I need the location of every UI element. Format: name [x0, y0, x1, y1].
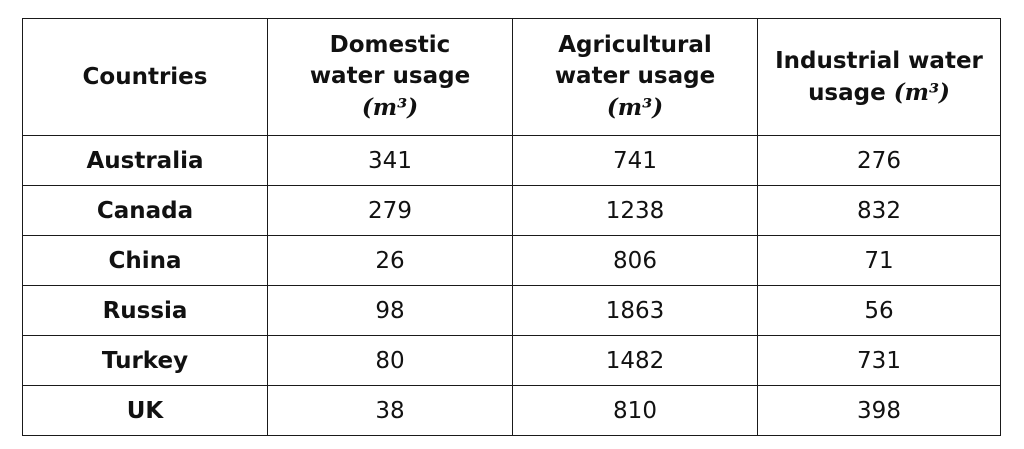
cell-agricultural: 810 — [512, 385, 758, 436]
header-agricultural-unit: (m³) — [606, 94, 664, 121]
water-usage-table: Countries Domestic water usage (m³) Agri… — [22, 18, 1001, 436]
cell-domestic: 26 — [267, 235, 513, 286]
header-domestic-label: Domestic water usage — [309, 32, 471, 89]
cell-agricultural: 1238 — [512, 185, 758, 236]
table-row: China 26 806 71 — [22, 235, 1001, 286]
cell-industrial: 731 — [757, 335, 1001, 386]
header-industrial-label: Industrial water usage — [775, 47, 983, 106]
cell-agricultural: 741 — [512, 135, 758, 186]
cell-industrial: 398 — [757, 385, 1001, 436]
cell-industrial: 276 — [757, 135, 1001, 186]
cell-country: Turkey — [22, 335, 268, 386]
cell-domestic: 341 — [267, 135, 513, 186]
header-countries: Countries — [22, 18, 268, 136]
cell-country: China — [22, 235, 268, 286]
header-domestic-unit: (m³) — [361, 94, 419, 121]
header-agricultural: Agricultural water usage (m³) — [512, 18, 758, 136]
header-row: Countries Domestic water usage (m³) Agri… — [22, 18, 1001, 136]
cell-domestic: 98 — [267, 285, 513, 336]
cell-domestic: 80 — [267, 335, 513, 386]
header-agricultural-label: Agricultural water usage — [554, 32, 716, 89]
cell-country: Australia — [22, 135, 268, 186]
cell-country: Russia — [22, 285, 268, 336]
water-usage-table-container: Countries Domestic water usage (m³) Agri… — [22, 18, 1001, 436]
header-domestic: Domestic water usage (m³) — [267, 18, 513, 136]
cell-agricultural: 1482 — [512, 335, 758, 386]
cell-agricultural: 1863 — [512, 285, 758, 336]
table-row: UK 38 810 398 — [22, 385, 1001, 436]
cell-domestic: 279 — [267, 185, 513, 236]
header-industrial-unit: (m³) — [893, 78, 950, 106]
cell-agricultural: 806 — [512, 235, 758, 286]
cell-country: UK — [22, 385, 268, 436]
header-industrial: Industrial water usage (m³) — [757, 18, 1001, 136]
cell-country: Canada — [22, 185, 268, 236]
table-row: Turkey 80 1482 731 — [22, 335, 1001, 386]
cell-industrial: 56 — [757, 285, 1001, 336]
cell-industrial: 832 — [757, 185, 1001, 236]
header-countries-label: Countries — [82, 63, 208, 90]
cell-domestic: 38 — [267, 385, 513, 436]
table-row: Russia 98 1863 56 — [22, 285, 1001, 336]
cell-industrial: 71 — [757, 235, 1001, 286]
table-row: Australia 341 741 276 — [22, 135, 1001, 186]
table-row: Canada 279 1238 832 — [22, 185, 1001, 236]
